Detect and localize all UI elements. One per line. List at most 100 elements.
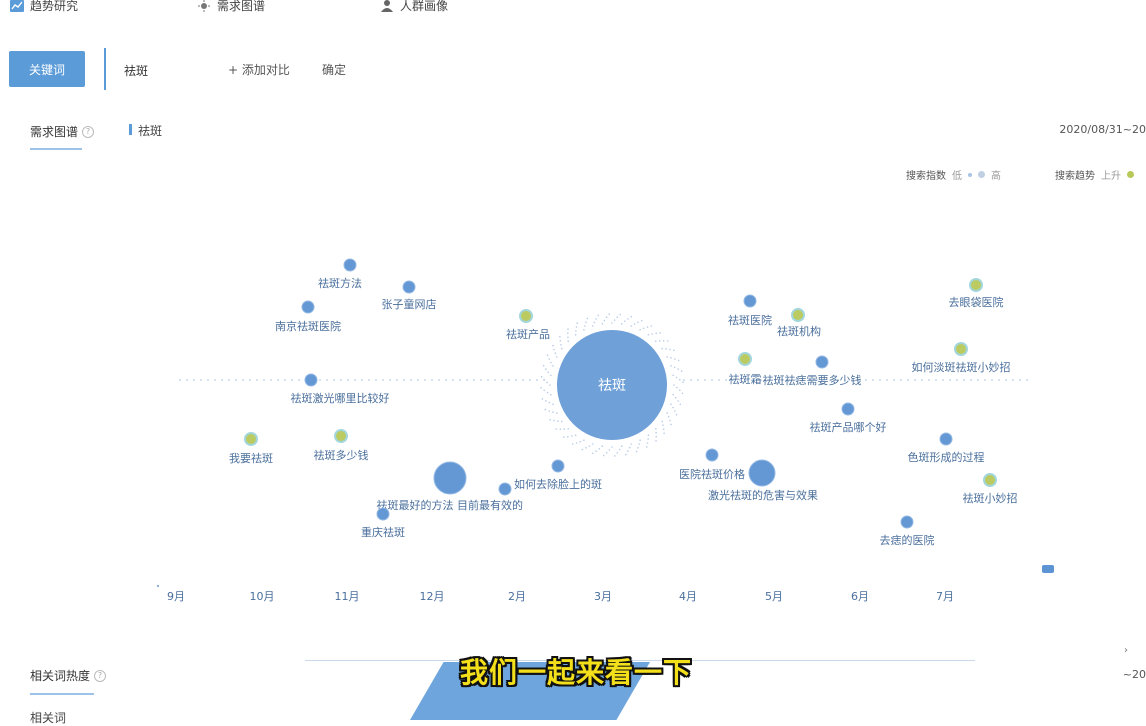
axis-dot bbox=[473, 379, 475, 381]
bubble-node[interactable]: 祛斑祛痣需要多少钱 bbox=[763, 355, 862, 387]
bubble-node[interactable]: 色斑形成的过程 bbox=[908, 432, 985, 464]
center-halo-dot bbox=[575, 330, 577, 332]
nav-item-audience[interactable]: 人群画像 bbox=[380, 0, 448, 14]
bubble-node[interactable]: 激光祛斑的危害与效果 bbox=[708, 459, 818, 502]
bubble-circle[interactable] bbox=[841, 402, 855, 416]
bubble-node[interactable]: 祛斑霜 bbox=[729, 352, 762, 386]
bubble-circle[interactable] bbox=[551, 459, 565, 473]
related-sub-label: 相关词 bbox=[30, 711, 67, 725]
bubble-node[interactable]: 目前最有效的 bbox=[457, 482, 523, 512]
bubble-node[interactable]: 去眼袋医院 bbox=[949, 278, 1004, 309]
section-title-text: 需求图谱 bbox=[30, 125, 79, 139]
confirm-button[interactable]: 确定 bbox=[322, 63, 347, 77]
bubble-node[interactable]: 祛斑多少钱 bbox=[314, 429, 369, 462]
center-halo-dot bbox=[616, 452, 619, 454]
axis-dot bbox=[711, 379, 713, 381]
axis-dot bbox=[417, 379, 419, 381]
bubble-circle[interactable] bbox=[815, 355, 829, 369]
help-icon[interactable]: ? bbox=[82, 125, 95, 138]
bubble-label: 祛斑祛痣需要多少钱 bbox=[763, 373, 862, 387]
axis-dot bbox=[256, 379, 258, 381]
bubble-node[interactable]: 张子童网店 bbox=[382, 280, 437, 311]
bubble-circle[interactable] bbox=[954, 342, 968, 356]
keyword-input[interactable]: 祛斑 bbox=[124, 64, 149, 78]
center-halo-dot bbox=[677, 368, 679, 370]
bubble-circle[interactable] bbox=[433, 461, 467, 495]
bubble-node[interactable]: 重庆祛斑 bbox=[361, 507, 405, 539]
bubble-node[interactable]: 去痣的医院 bbox=[880, 515, 935, 547]
bubble-circle[interactable] bbox=[983, 473, 997, 487]
center-halo-dot bbox=[547, 371, 549, 374]
chevron-right-icon[interactable]: › bbox=[1124, 645, 1128, 656]
bubble-circle[interactable] bbox=[376, 507, 390, 521]
bubble-circle[interactable] bbox=[939, 432, 953, 446]
bubble-label: 如何去除脸上的斑 bbox=[514, 477, 602, 491]
bubble-circle[interactable] bbox=[334, 429, 348, 443]
axis-dot bbox=[410, 379, 412, 381]
center-halo-dot bbox=[640, 319, 643, 322]
bubble-circle[interactable] bbox=[900, 515, 914, 529]
axis-dot bbox=[893, 379, 895, 381]
timeline-handle[interactable] bbox=[1042, 565, 1054, 573]
bubble-circle[interactable] bbox=[498, 482, 512, 496]
bubble-circle[interactable] bbox=[969, 278, 983, 292]
bubble-node[interactable]: 医院祛斑价格 bbox=[679, 448, 745, 481]
axis-dot bbox=[480, 379, 482, 381]
bubble-node[interactable]: 祛斑产品 bbox=[506, 309, 550, 341]
bubble-circle[interactable] bbox=[343, 258, 357, 272]
center-halo-dot bbox=[677, 359, 680, 362]
bubble-circle[interactable] bbox=[791, 308, 805, 322]
bubble-circle[interactable] bbox=[304, 373, 318, 387]
center-halo-dot bbox=[605, 316, 608, 318]
x-tick-label: 2月 bbox=[508, 590, 526, 603]
bubble-node[interactable]: 祛斑方法 bbox=[318, 258, 362, 290]
center-halo-dot bbox=[548, 401, 551, 404]
help-icon[interactable]: ? bbox=[94, 669, 107, 682]
bubble-circle[interactable] bbox=[519, 309, 533, 323]
keyword-color-marker bbox=[129, 124, 132, 135]
add-compare-button[interactable]: + 添加对比 bbox=[228, 63, 290, 77]
bubble-circle[interactable] bbox=[705, 448, 719, 462]
date-range[interactable]: 2020/08/31~20 bbox=[1059, 123, 1146, 136]
bubble-node[interactable]: 祛斑机构 bbox=[777, 308, 821, 338]
center-halo-dot bbox=[550, 374, 552, 377]
legend-low: 低 bbox=[952, 171, 962, 182]
center-halo-dot bbox=[542, 364, 545, 367]
bubble-circle[interactable] bbox=[748, 459, 776, 487]
bubble-node[interactable]: 祛斑小妙招 bbox=[963, 473, 1018, 505]
keyword-tab[interactable]: 关键词 bbox=[9, 51, 85, 87]
bubble-node[interactable]: 如何淡斑祛斑小妙招 bbox=[912, 342, 1011, 374]
center-halo-dot bbox=[673, 349, 675, 352]
center-halo-dot bbox=[669, 419, 671, 422]
center-halo-dot bbox=[559, 336, 561, 338]
section-title-demand-map[interactable]: 需求图谱 ? bbox=[30, 123, 95, 140]
bubble-node[interactable]: 如何去除脸上的斑 bbox=[514, 459, 602, 491]
center-halo-dot bbox=[638, 443, 640, 445]
axis-dot bbox=[704, 379, 706, 381]
bubble-circle[interactable] bbox=[301, 300, 315, 314]
bubble-circle[interactable] bbox=[743, 294, 757, 308]
section-title-related-heat[interactable]: 相关词热度 ? bbox=[30, 667, 107, 684]
nav-item-demand-map[interactable]: 需求图谱 bbox=[197, 0, 265, 14]
center-bubble-circle[interactable] bbox=[557, 330, 667, 440]
bubble-node[interactable]: 祛斑激光哪里比较好 bbox=[291, 373, 390, 405]
bubble-circle[interactable] bbox=[244, 432, 258, 446]
center-keyword-bubble[interactable]: 祛斑 bbox=[557, 330, 667, 440]
bubble-node[interactable]: 祛斑医院 bbox=[728, 294, 772, 327]
timeline-scrollbar[interactable] bbox=[305, 660, 975, 661]
legend-search-index-label: 搜索指数 bbox=[906, 171, 946, 182]
center-halo-dot bbox=[549, 418, 551, 421]
nav-item-trend[interactable]: 趋势研究 bbox=[10, 0, 78, 14]
bubble-node[interactable]: 南京祛斑医院 bbox=[275, 300, 341, 333]
bubble-label: 我要祛斑 bbox=[229, 451, 273, 465]
center-halo-dot bbox=[675, 413, 678, 416]
bubble-circle[interactable] bbox=[738, 352, 752, 366]
center-halo-dot bbox=[672, 374, 674, 377]
bubble-node[interactable]: 祛斑产品哪个好 bbox=[810, 402, 887, 434]
bubble-node[interactable]: 我要祛斑 bbox=[229, 432, 273, 465]
bubble-node[interactable]: 祛斑最好的方法 bbox=[377, 461, 467, 512]
axis-dot bbox=[319, 379, 321, 381]
bubble-label: 激光祛斑的危害与效果 bbox=[708, 488, 818, 502]
bubble-circle[interactable] bbox=[402, 280, 416, 294]
